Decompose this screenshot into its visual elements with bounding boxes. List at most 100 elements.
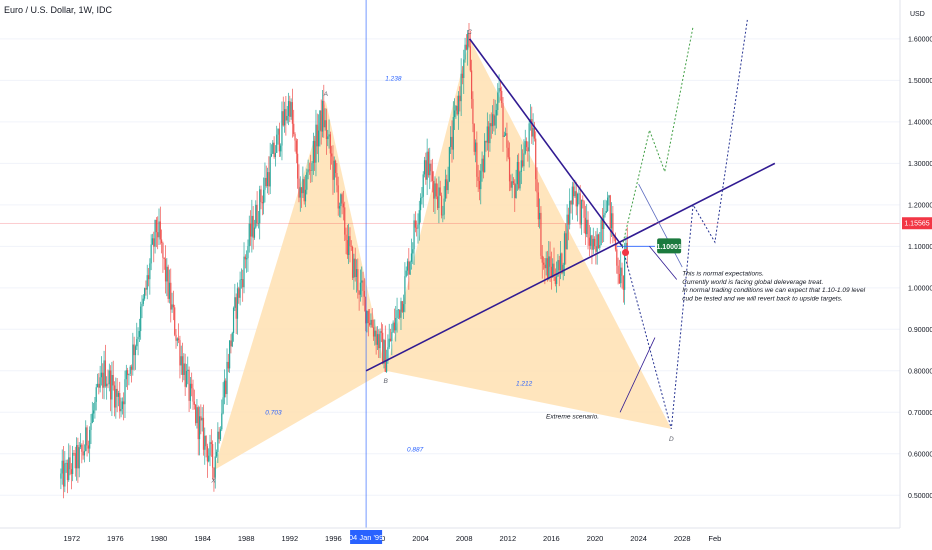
- candle-body: [307, 169, 309, 173]
- candle-body: [206, 446, 208, 462]
- candle-body: [303, 179, 305, 202]
- candle-body: [170, 282, 172, 310]
- candle-body: [599, 244, 601, 248]
- candle-body: [163, 257, 165, 259]
- candle-body: [179, 340, 181, 366]
- candle-body: [417, 224, 419, 229]
- candle-body: [222, 397, 224, 414]
- candle-body: [444, 179, 447, 199]
- candle-body: [161, 239, 163, 244]
- candle-body: [397, 309, 399, 311]
- candle-body: [464, 44, 466, 60]
- candle-body: [525, 141, 528, 148]
- candle-body: [536, 179, 538, 193]
- candle-body: [167, 266, 169, 299]
- candle-body: [353, 258, 355, 278]
- candle-body: [569, 200, 571, 225]
- candle-body: [540, 212, 542, 256]
- candle-body: [282, 111, 284, 126]
- candle-body: [240, 279, 243, 280]
- candle-body: [573, 186, 575, 197]
- candle-body: [171, 304, 173, 310]
- ratio-label: 1.212: [516, 380, 533, 387]
- candle-body: [178, 338, 180, 341]
- candle-body: [473, 123, 475, 152]
- candle-body: [570, 200, 572, 205]
- candle-body: [528, 123, 530, 152]
- candle-body: [349, 236, 351, 247]
- candle-body: [168, 282, 171, 299]
- candle-body: [226, 361, 228, 395]
- candle-body: [400, 301, 402, 318]
- note-line: cud be tested and we will revert back to…: [682, 296, 843, 303]
- candle-body: [251, 215, 253, 237]
- candle-body: [176, 338, 178, 341]
- candle-body: [371, 319, 373, 328]
- candle-body: [434, 183, 436, 199]
- candle-body: [552, 263, 554, 277]
- candle-body: [399, 309, 401, 318]
- candle-body: [133, 344, 135, 356]
- candle-body: [72, 452, 74, 475]
- candle-body: [477, 176, 479, 181]
- candle-body: [273, 142, 275, 157]
- candle-body: [443, 198, 445, 215]
- x-tick-label: 2020: [587, 534, 604, 543]
- candle-body: [289, 101, 291, 117]
- candle-body: [351, 246, 354, 278]
- x-axis: 1972197619801984198819921996200020042008…: [0, 527, 900, 544]
- candle-body: [582, 199, 584, 202]
- candle-body: [112, 375, 114, 386]
- candle-body: [77, 445, 79, 469]
- candle-body: [370, 319, 372, 325]
- candle-body: [79, 444, 82, 448]
- candle-body: [450, 136, 452, 148]
- candle-body: [382, 332, 384, 364]
- candle-body: [609, 195, 611, 229]
- candle-body: [269, 156, 271, 187]
- candle-body: [392, 322, 394, 333]
- candle-body: [201, 417, 203, 421]
- candle-body: [376, 334, 379, 345]
- x-tick-label: 1972: [63, 534, 80, 543]
- green-projection: [621, 26, 694, 247]
- candle-body: [235, 297, 237, 319]
- candle-body: [416, 227, 418, 229]
- candle-body: [478, 180, 481, 190]
- crosshair-tag: [350, 530, 383, 544]
- candle-body: [128, 373, 130, 376]
- note-line: Currently world is facing global delever…: [682, 279, 823, 286]
- candle-body: [337, 185, 339, 209]
- candle-body: [465, 44, 467, 50]
- candle-body: [69, 457, 71, 470]
- candle-body: [346, 240, 348, 255]
- candle-body: [116, 388, 118, 397]
- candle-body: [499, 88, 501, 91]
- candle-body: [405, 270, 407, 277]
- candle-body: [191, 383, 193, 389]
- candle-body: [300, 187, 303, 194]
- candle-body: [435, 183, 437, 197]
- candle-body: [471, 70, 473, 99]
- candle-body: [593, 238, 596, 247]
- candle-body: [223, 380, 225, 398]
- candle-body: [113, 385, 116, 408]
- candle-body: [495, 109, 498, 116]
- candle-body: [86, 427, 88, 446]
- candle-body: [385, 360, 388, 372]
- candle-body: [115, 388, 117, 408]
- candle-body: [345, 234, 347, 241]
- candle-body: [413, 220, 415, 250]
- candle-body: [285, 109, 287, 121]
- candle-body: [256, 204, 258, 224]
- candle-body: [460, 73, 462, 102]
- candle-body: [505, 133, 507, 136]
- candle-body: [302, 179, 304, 194]
- candle-body: [117, 393, 120, 397]
- candle-body: [480, 170, 482, 190]
- candle-body: [427, 151, 430, 176]
- candle-body: [221, 413, 223, 430]
- candle-body: [137, 336, 139, 340]
- candle-body: [348, 236, 350, 255]
